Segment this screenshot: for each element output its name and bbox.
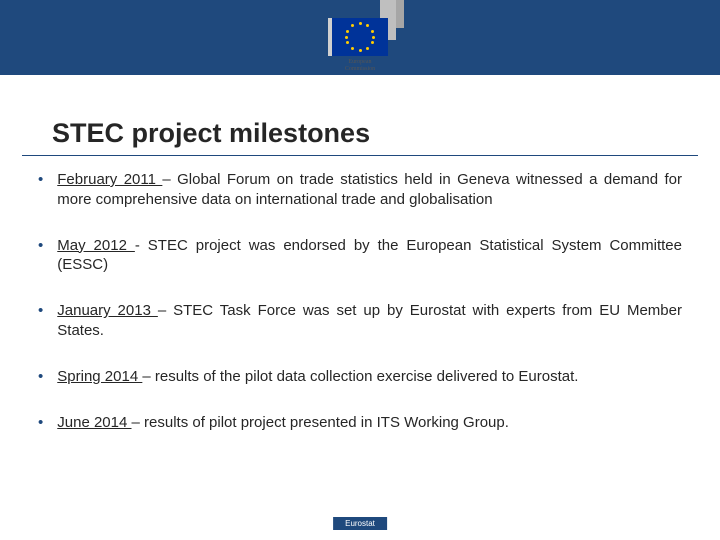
eu-stars-icon xyxy=(345,22,375,52)
footer-badge: Eurostat xyxy=(333,517,387,530)
ec-logo: European Commission xyxy=(330,18,390,72)
bullet-icon: • xyxy=(38,301,43,341)
bullet-item: • June 2014 – results of pilot project p… xyxy=(38,413,682,433)
bullet-item: • February 2011 – Global Forum on trade … xyxy=(38,170,682,210)
eu-flag-icon xyxy=(332,18,388,56)
bullet-item: • May 2012 - STEC project was endorsed b… xyxy=(38,236,682,276)
bullet-text: January 2013 – STEC Task Force was set u… xyxy=(57,301,682,341)
bullet-item: • Spring 2014 – results of the pilot dat… xyxy=(38,367,682,387)
bullet-icon: • xyxy=(38,413,43,433)
header-band: European Commission xyxy=(0,0,720,90)
bullet-text: June 2014 – results of pilot project pre… xyxy=(57,413,682,433)
bullet-list: • February 2011 – Global Forum on trade … xyxy=(0,156,720,432)
bullet-text: February 2011 – Global Forum on trade st… xyxy=(57,170,682,210)
bullet-icon: • xyxy=(38,236,43,276)
bullet-icon: • xyxy=(38,367,43,387)
bullet-text: May 2012 - STEC project was endorsed by … xyxy=(57,236,682,276)
bullet-text: Spring 2014 – results of the pilot data … xyxy=(57,367,682,387)
bullet-icon: • xyxy=(38,170,43,210)
logo-strip xyxy=(0,75,720,105)
logo-text: European Commission xyxy=(330,59,390,72)
bullet-item: • January 2013 – STEC Task Force was set… xyxy=(38,301,682,341)
